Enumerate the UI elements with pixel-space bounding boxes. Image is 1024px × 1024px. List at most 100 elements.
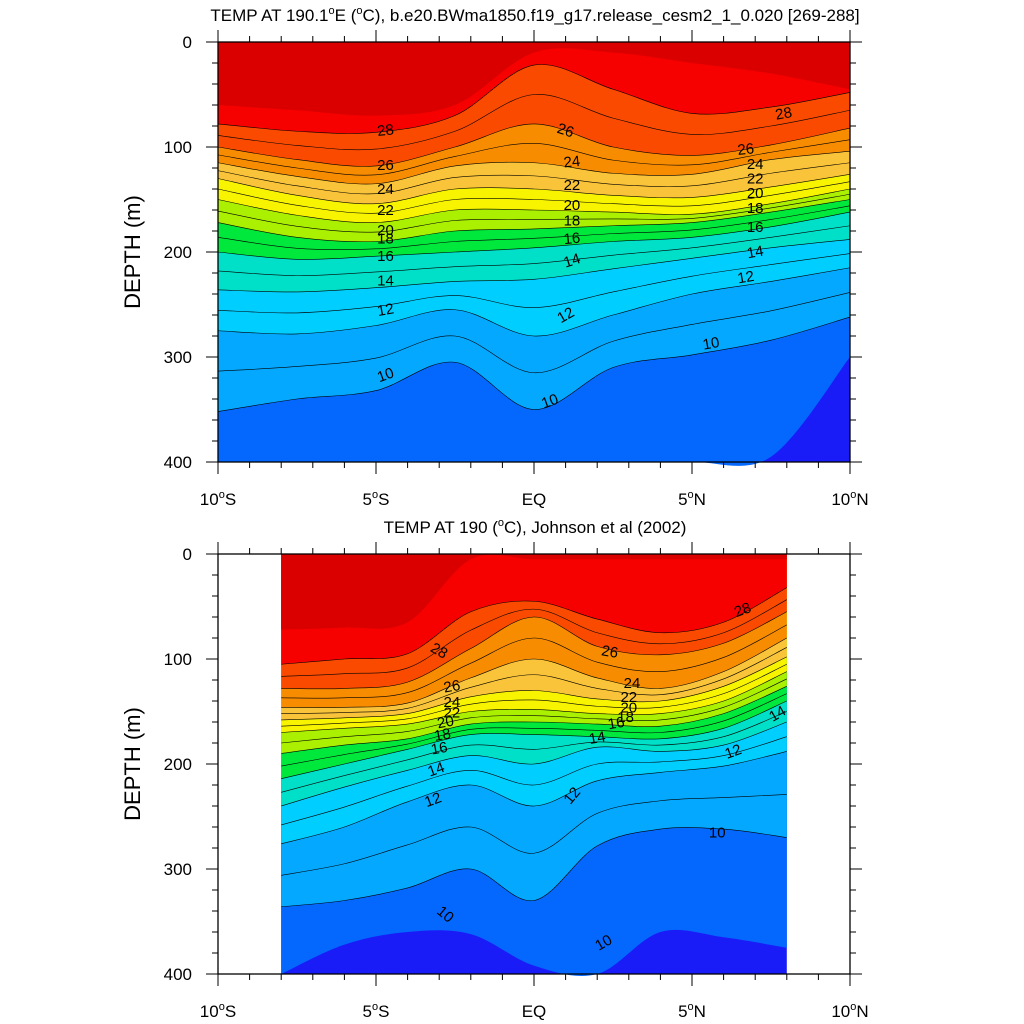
x-tick-label: 10oS — [200, 1001, 236, 1021]
isotherm-17 — [281, 693, 787, 767]
y-tick-label: 0 — [183, 33, 192, 52]
contour-label: 18 — [617, 709, 634, 726]
isotherm-20 — [217, 188, 851, 224]
observed-temperature-panel: TEMP AT 190 (oC), Johnson et al (2002) D… — [120, 517, 869, 1021]
contour-label: 14 — [425, 759, 446, 781]
temperature-fill-layers — [281, 554, 787, 976]
isotherm-16 — [281, 700, 787, 779]
isotherm-25 — [281, 624, 787, 699]
isotherm-14 — [217, 239, 851, 293]
y-axis-label: DEPTH (m) — [120, 707, 145, 821]
y-tick-label: 100 — [164, 650, 192, 669]
isotherm-25 — [217, 139, 851, 176]
isotherm-12 — [281, 751, 787, 845]
contour-label: 16 — [607, 714, 626, 734]
isotherm-10 — [281, 827, 787, 908]
contour-label: 20 — [436, 713, 455, 733]
isotherm-26 — [217, 123, 851, 167]
isotherm-15 — [281, 711, 787, 793]
contour-label: 10 — [592, 931, 615, 954]
contour-label: 26 — [555, 120, 576, 141]
isotherm-lines — [281, 587, 787, 908]
isotherm-28 — [281, 587, 787, 665]
isotherm-13 — [217, 253, 851, 314]
x-tick-label: 5oN — [678, 489, 706, 509]
contour-label: 20 — [377, 222, 394, 239]
contour-label: 22 — [620, 689, 637, 706]
x-tick-label: EQ — [522, 1002, 547, 1021]
contour-label: 22 — [564, 177, 581, 194]
isotherm-14 — [281, 721, 787, 807]
y-tick-label: 300 — [164, 348, 192, 367]
contour-labels: 2826242220181614121026242220181614121028… — [375, 104, 794, 412]
y-tick-label: 200 — [164, 755, 192, 774]
y-tick-label: 300 — [164, 860, 192, 879]
contour-label: 24 — [377, 181, 394, 198]
contour-label: 16 — [747, 219, 764, 236]
isotherm-26 — [281, 611, 787, 690]
contour-label: 20 — [620, 699, 637, 716]
isotherm-21 — [217, 181, 851, 214]
isotherm-19 — [281, 678, 787, 744]
x-tick-label: 5oS — [363, 1001, 390, 1021]
isotherm-23 — [281, 647, 787, 714]
isotherm-11 — [217, 292, 851, 374]
fill-band-above-29 — [218, 42, 850, 116]
isotherm-24 — [217, 150, 851, 185]
isotherm-13 — [281, 736, 787, 826]
isotherm-22 — [217, 174, 851, 205]
contour-label: 28 — [427, 639, 450, 662]
isotherm-lines — [217, 64, 851, 412]
x-tick-labels: 10oS 5oS EQ 5oN 10oN — [200, 1001, 869, 1021]
model-temperature-panel: TEMP AT 190.1oE (oC), b.e20.BWma1850.f19… — [120, 5, 869, 509]
contour-label: 24 — [563, 153, 581, 172]
contour-label: 22 — [377, 202, 394, 219]
x-tick-label: 10oN — [831, 489, 868, 509]
axis-ticks — [206, 30, 862, 474]
contour-label: 28 — [732, 599, 753, 621]
contour-label: 14 — [377, 272, 394, 289]
y-tick-label: 0 — [183, 545, 192, 564]
isotherm-15 — [217, 225, 851, 276]
contour-label: 18 — [747, 200, 764, 217]
contour-label: 24 — [443, 694, 460, 711]
contour-label: 24 — [624, 675, 641, 692]
contour-label: 12 — [422, 789, 443, 811]
contour-label: 10 — [709, 824, 726, 841]
contour-label: 26 — [377, 157, 394, 174]
contour-label: 16 — [377, 248, 394, 265]
y-tick-labels: 0 100 200 300 400 — [164, 545, 192, 984]
contour-label: 10 — [375, 364, 396, 386]
contour-label: 28 — [376, 121, 394, 140]
x-tick-label: EQ — [522, 490, 547, 509]
contour-labels: 2826242220181614121026242220181614121028… — [422, 599, 789, 954]
contour-label: 10 — [701, 334, 720, 354]
contour-label: 18 — [377, 230, 394, 247]
y-tick-label: 200 — [164, 243, 192, 262]
contour-label: 14 — [562, 250, 583, 271]
panel-title: TEMP AT 190 (oC), Johnson et al (2002) — [384, 517, 687, 537]
fill-band-above-29 — [281, 554, 787, 630]
contour-label: 24 — [747, 156, 764, 173]
axis-ticks — [206, 542, 862, 986]
contour-label: 18 — [433, 725, 452, 745]
contour-label: 14 — [588, 728, 607, 748]
contour-label: 12 — [376, 300, 395, 320]
isotherm-18 — [281, 686, 787, 754]
isotherm-20 — [281, 671, 787, 733]
isotherm-12 — [217, 267, 851, 337]
x-tick-labels: 10oS 5oS EQ 5oN 10oN — [200, 489, 869, 509]
contour-label: 14 — [766, 702, 789, 725]
contour-label: 22 — [443, 705, 460, 722]
isotherm-27 — [281, 599, 787, 677]
contour-label: 20 — [747, 185, 764, 202]
isotherm-23 — [217, 162, 851, 195]
isotherm-16 — [217, 211, 851, 260]
y-tick-label: 400 — [164, 965, 192, 984]
x-tick-label: 5oS — [363, 489, 390, 509]
contour-label: 28 — [774, 104, 793, 124]
isotherm-11 — [281, 794, 787, 876]
isotherm-22 — [281, 656, 787, 721]
isotherm-21 — [281, 663, 787, 727]
contour-label: 20 — [564, 197, 581, 214]
